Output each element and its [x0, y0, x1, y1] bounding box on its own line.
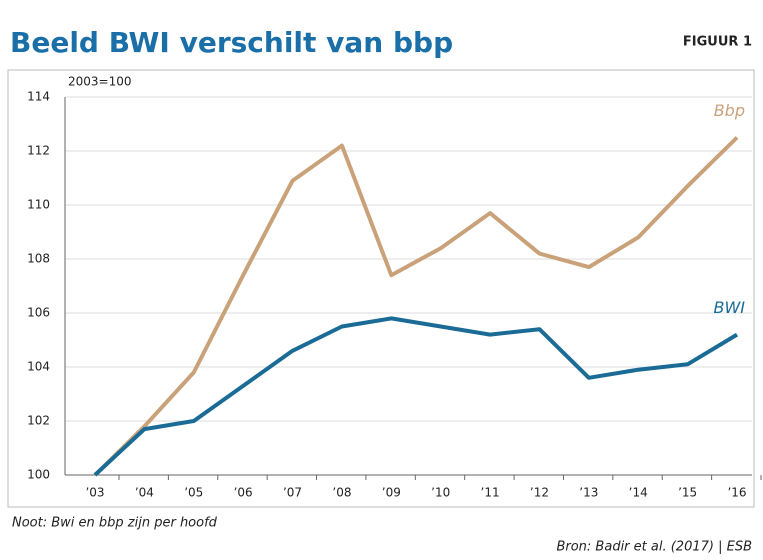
- x-tick-label: ’03: [85, 486, 104, 500]
- x-tick-label: ’10: [431, 486, 450, 500]
- y-tick-label: 114: [27, 90, 50, 104]
- x-tick-label: ’08: [332, 486, 351, 500]
- y-axis-label: 2003=100: [68, 75, 132, 89]
- x-tick-label: ’06: [234, 486, 253, 500]
- y-tick-label: 108: [27, 252, 50, 266]
- x-tick-label: ’14: [629, 486, 648, 500]
- x-tick-label: ’11: [481, 486, 500, 500]
- figure-label: FIGUUR 1: [683, 35, 752, 50]
- series-label: Bbp: [714, 101, 745, 120]
- x-tick-label: ’07: [283, 486, 302, 500]
- x-tick-label: ’13: [579, 486, 598, 500]
- y-tick-label: 106: [27, 306, 50, 320]
- x-tick-label: ’09: [382, 486, 401, 500]
- y-tick-label: 102: [27, 414, 50, 428]
- y-tick-label: 100: [27, 468, 50, 482]
- x-tick-label: ’15: [678, 486, 697, 500]
- chart-title: Beeld BWI verschilt van bbp: [10, 26, 453, 59]
- x-tick-label: ’05: [184, 486, 203, 500]
- line-series: [93, 316, 739, 477]
- y-tick-label: 110: [27, 198, 50, 212]
- note: Noot: Bwi en bbp zijn per hoofd: [12, 516, 218, 531]
- x-tick-label: ’04: [135, 486, 154, 500]
- y-tick-label: 112: [27, 144, 50, 158]
- x-tick-label: ’12: [530, 486, 549, 500]
- frame: [7, 69, 755, 508]
- source: Bron: Badir et al. (2017) | ESB: [556, 540, 752, 555]
- series-label: BWI: [713, 298, 745, 317]
- y-tick-label: 104: [27, 360, 50, 374]
- line-series: [93, 136, 739, 477]
- x-tick-label: ’16: [727, 486, 746, 500]
